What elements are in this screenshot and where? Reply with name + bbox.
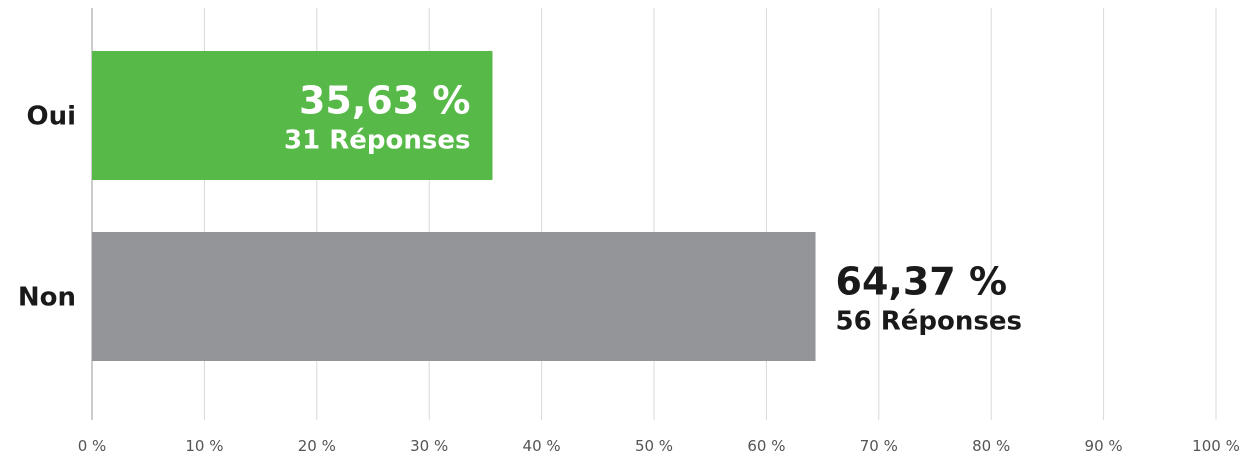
x-tick-label: 50 %	[635, 437, 673, 455]
x-tick-label: 10 %	[185, 437, 223, 455]
labels: Oui 35,63 %31 Réponses Non 64,37 %56 Répons…	[18, 79, 1022, 337]
x-tick-label: 0 %	[78, 437, 107, 455]
bar-oui	[92, 51, 493, 180]
x-tick-label: 60 %	[747, 437, 785, 455]
x-tick-label: 20 %	[298, 437, 336, 455]
x-tick-label: 70 %	[860, 437, 898, 455]
category-label: Non	[18, 283, 76, 313]
x-tick-label: 40 %	[523, 437, 561, 455]
bar-non	[92, 232, 816, 361]
x-axis-ticks: 0 % 10 % 20 % 30 % 40 % 50 % 60 % 70 % 80 % 90 % 1…	[78, 437, 1240, 455]
x-tick-label: 80 %	[972, 437, 1010, 455]
bars	[92, 51, 816, 361]
value-label: 35,63 %	[299, 79, 471, 123]
value-label: 64,37 %	[836, 260, 1008, 304]
x-tick-label: 30 %	[410, 437, 448, 455]
x-tick-label: 100 %	[1192, 437, 1240, 455]
x-tick-label: 90 %	[1085, 437, 1123, 455]
response-count-label: 31 Réponses	[284, 126, 470, 156]
category-label: Oui	[26, 102, 76, 132]
response-count-label: 56 Réponses	[836, 307, 1022, 337]
